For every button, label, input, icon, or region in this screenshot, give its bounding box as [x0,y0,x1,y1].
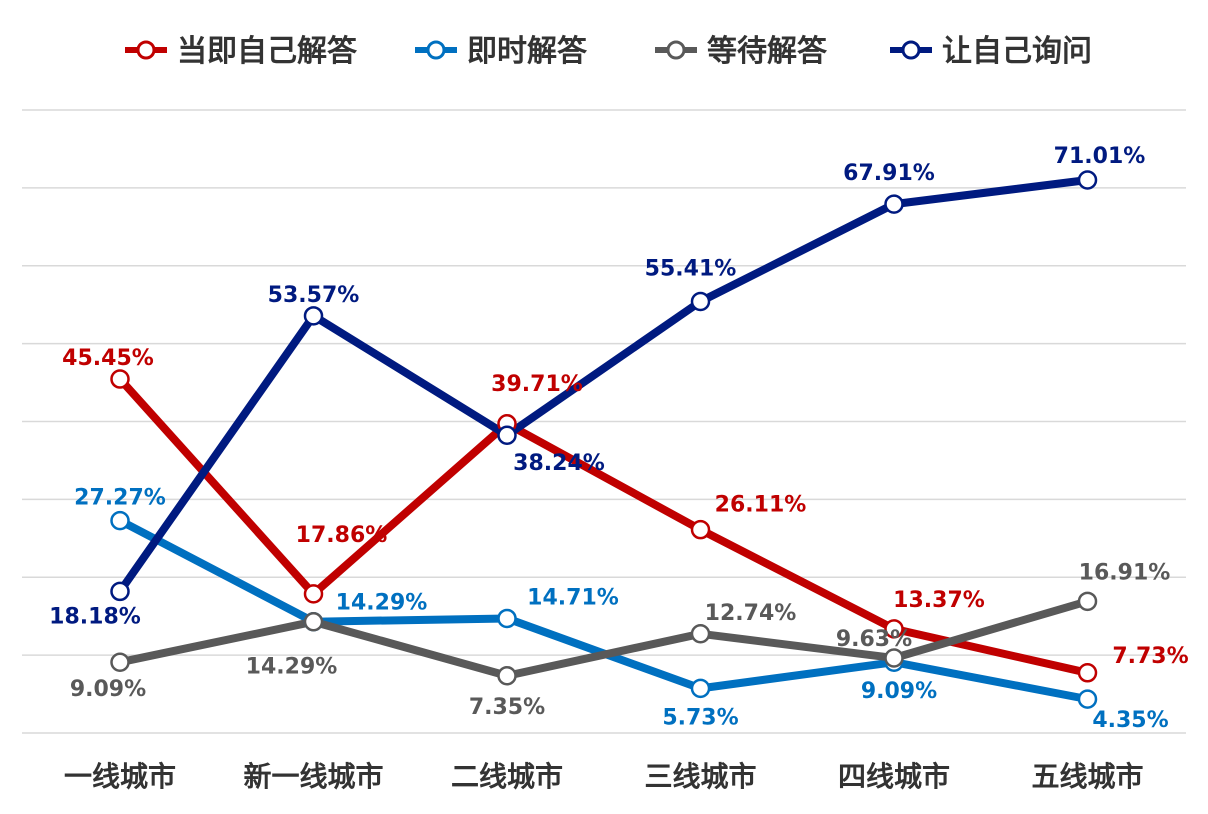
legend-item: 等待解答 [655,34,828,69]
data-label: 5.73% [662,705,738,730]
data-point [110,510,130,531]
data-label: 14.29% [246,655,338,680]
legend-item: 即时解答 [415,34,588,69]
legend-marker-swatch [901,40,921,60]
legend: 当即自己解答 即时解答 等待解答 让自己询问 [125,34,1092,69]
series-lines [116,176,1092,704]
x-tick-label: 新一线城市 [243,760,383,793]
data-point [303,584,324,604]
data-point [690,678,711,699]
data-label: 18.18% [49,604,141,629]
data-point [1077,689,1098,709]
legend-marker-swatch [136,40,156,60]
data-label: 9.09% [70,677,146,702]
data-point [690,624,711,644]
data-point [303,611,324,632]
data-label: 7.35% [469,695,545,720]
x-tick-label: 四线城市 [838,760,950,793]
data-label: 14.29% [336,591,428,616]
series-markers [110,170,1098,709]
data-point [110,652,130,672]
data-label: 53.57% [268,283,360,308]
series-line [116,176,1092,596]
x-tick-label: 五线城市 [1031,760,1143,793]
data-point [110,369,130,389]
legend-label: 即时解答 [467,34,588,69]
x-axis: 一线城市 新一线城市 二线城市 三线城市 四线城市 五线城市 [64,760,1144,793]
legend-item: 当即自己解答 [125,34,358,69]
data-point [884,194,904,214]
data-label: 13.37% [893,588,985,613]
data-label: 71.01% [1054,144,1146,169]
legend-item: 让自己询问 [890,34,1092,69]
data-label: 27.27% [74,486,166,511]
data-point [690,291,711,312]
data-point [690,519,711,540]
x-tick-label: 一线城市 [64,760,176,793]
data-point [497,425,517,445]
data-label: 55.41% [645,256,737,281]
legend-marker-swatch [666,40,686,60]
data-point [303,306,324,326]
gridlines [22,109,1186,734]
legend-marker-swatch [426,40,446,60]
data-point [1077,591,1098,612]
data-label: 14.71% [527,585,619,610]
data-point [1077,170,1098,190]
data-label: 4.35% [1092,708,1168,733]
data-label: 16.91% [1079,560,1171,585]
data-point [497,666,517,686]
data-labels: 45.45% 17.86% 39.71% 26.11% 13.37% 7.73% 27.27… [49,144,1188,733]
series-line [116,597,1092,680]
data-label: 7.73% [1112,644,1188,669]
data-point [884,619,904,639]
data-label: 38.24% [513,451,605,476]
data-label: 67.91% [843,161,935,186]
data-point [1077,663,1098,683]
data-label: 12.74% [705,601,797,626]
x-tick-label: 三线城市 [644,760,756,793]
legend-label: 让自己询问 [942,34,1092,69]
x-tick-label: 二线城市 [451,760,563,793]
data-point [110,581,130,602]
data-label: 45.45% [62,346,154,371]
data-point [497,608,517,629]
data-label: 9.63% [836,627,912,652]
series-line [116,375,1092,677]
data-label: 9.09% [861,679,937,704]
legend-label: 等待解答 [707,34,828,69]
data-label: 17.86% [296,523,388,548]
legend-label: 当即自己解答 [177,34,358,69]
data-label: 39.71% [491,372,583,397]
data-label: 26.11% [715,493,807,518]
data-point [884,648,904,668]
